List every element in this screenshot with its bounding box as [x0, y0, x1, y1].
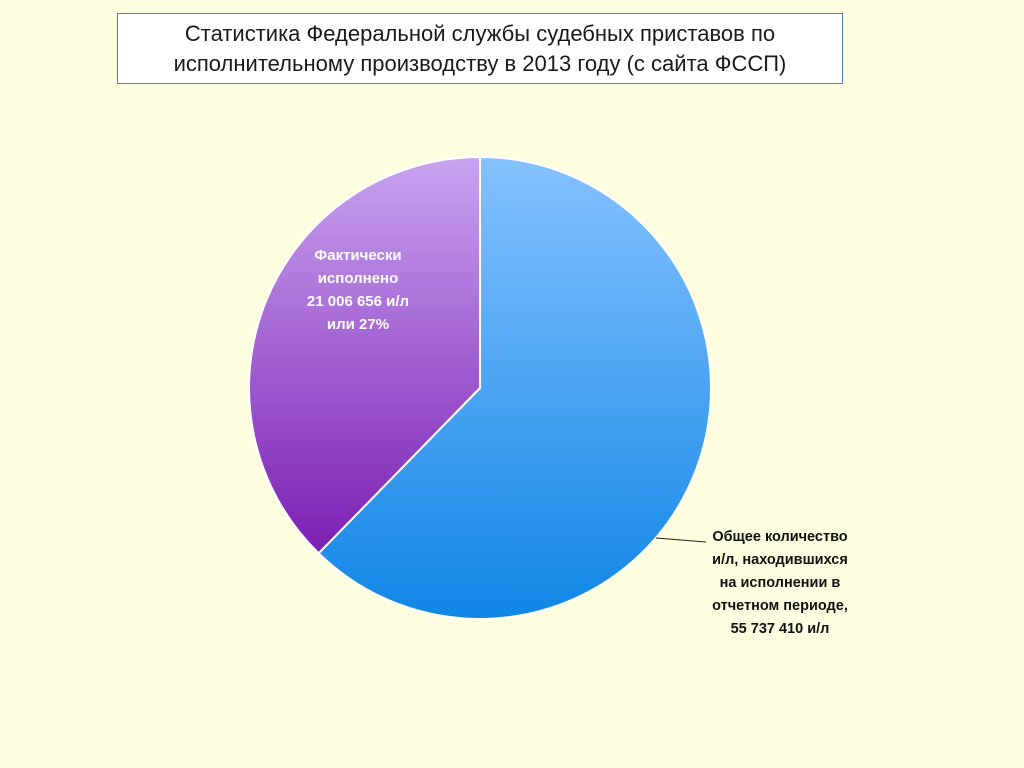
label-leader-line — [655, 537, 707, 543]
slice-label-executed: Фактически исполнено 21 006 656 и/л или … — [268, 244, 448, 336]
slice-label-total-line-4: отчетном периоде, — [712, 598, 848, 614]
slice-label-total-line-1: Общее количество — [712, 529, 848, 545]
slice-label-executed-line-1: Фактически — [314, 247, 402, 264]
title-box: Статистика Федеральной службы судебных п… — [117, 13, 843, 84]
chart-title-line-1: Статистика Федеральной службы судебных п… — [184, 20, 776, 46]
chart-title-line-2: исполнительному производству в 2013 году… — [173, 50, 787, 76]
slice-label-total-line-3: на исполнении в — [719, 575, 841, 591]
slice-label-total-line-2: и/л, находившихся — [712, 552, 848, 568]
slice-label-executed-line-3: 21 006 656 и/л — [306, 293, 410, 310]
pie-slice-total — [317, 155, 712, 620]
slice-label-total: Общее количество и/л, находившихся на ис… — [700, 526, 860, 641]
slice-label-total-line-5: 55 737 410 и/л — [730, 621, 830, 637]
slice-label-executed-line-4: или 27% — [326, 316, 390, 333]
slice-label-executed-line-2: исполнено — [317, 270, 399, 287]
pie-slice-executed — [248, 155, 481, 555]
